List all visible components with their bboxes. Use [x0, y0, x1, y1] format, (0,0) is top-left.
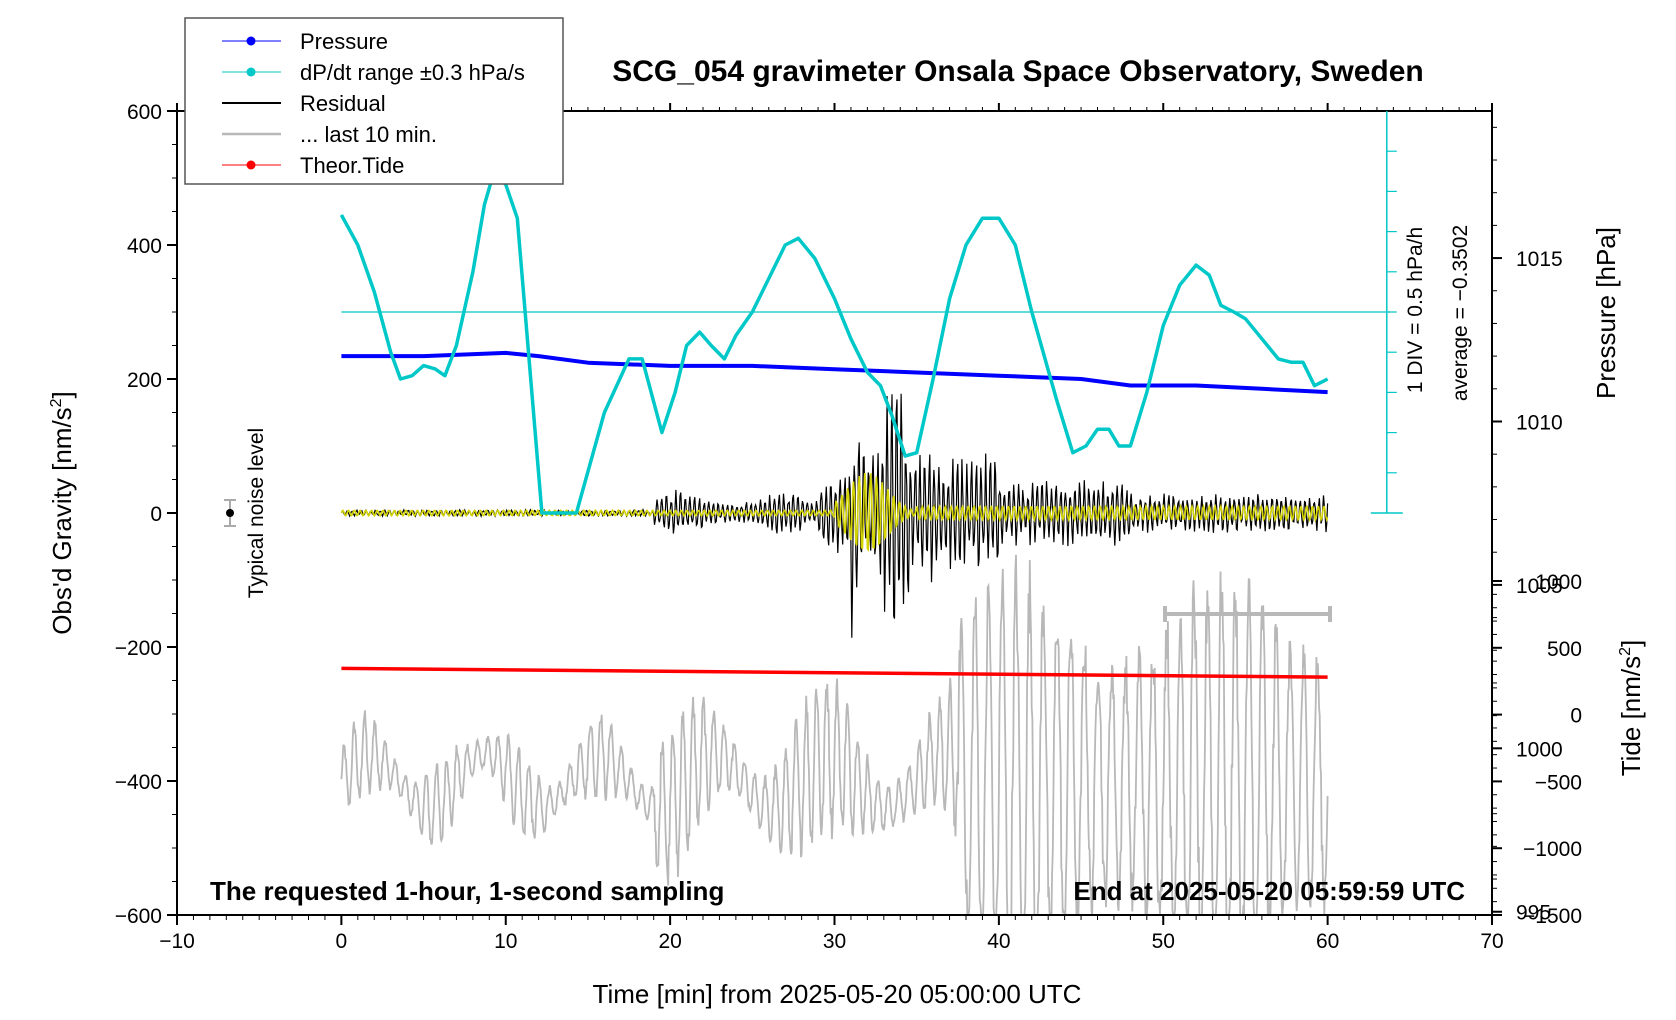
- x-tick-label: 30: [823, 930, 846, 953]
- y-tick-label: −600: [115, 905, 162, 928]
- y-tick-label: −400: [115, 771, 162, 794]
- x-tick-label: 0: [336, 930, 348, 953]
- legend: Pressure dP/dt range ±0.3 hPa/s Residual..…: [184, 17, 564, 185]
- pressure-tick-label: 1010: [1516, 411, 1563, 434]
- pressure-tick-label: 1005: [1516, 575, 1563, 598]
- annotation-end-time: End at 2025-05-20 05:59:59 UTC: [1073, 876, 1465, 906]
- tide-tick-label: 1000: [1535, 571, 1582, 594]
- y-tick-label: 0: [150, 503, 162, 526]
- y-tick-label: 600: [127, 101, 162, 124]
- tide-tick-label: −1000: [1523, 838, 1582, 861]
- legend-label: ... last 10 min.: [300, 122, 437, 147]
- dp-dt-range-0-3-hpa-s-series: [339, 169, 1329, 515]
- last-10-min-trace: [340, 554, 1329, 916]
- div-annotation: 1 DIV = 0.5 hPa/h: [1404, 227, 1427, 393]
- tide-tick-label: 500: [1547, 638, 1582, 661]
- chart-title: SCG_054 gravimeter Onsala Space Observat…: [612, 55, 1424, 88]
- series-layer: [339, 169, 1391, 916]
- last-10-min-bracket: [1163, 606, 1332, 622]
- x-tick-label: 70: [1480, 930, 1503, 953]
- pressure-tick-label: 1015: [1516, 248, 1563, 271]
- x-tick-label: −10: [159, 930, 195, 953]
- x-tick-label: 10: [494, 930, 517, 953]
- legend-marker: [246, 67, 256, 77]
- tide-tick-label: 0: [1570, 705, 1582, 728]
- x-axis-label: Time [min] from 2025-05-20 05:00:00 UTC: [593, 979, 1082, 1009]
- pressure-series: [341, 350, 1328, 395]
- y-tick-label: −200: [115, 637, 162, 660]
- annotation-sampling: The requested 1-hour, 1-second sampling: [210, 876, 724, 906]
- axis-layer: −10 0 10 20 30 40 50 60 70 600 400 200 0 −200 −400 −600…: [115, 101, 1582, 953]
- legend-label: Residual: [300, 91, 386, 116]
- filtered-residual-trace: [340, 473, 1329, 553]
- tide-tick-label: −1500: [1523, 905, 1582, 928]
- legend-marker: [246, 160, 256, 170]
- x-tick-label: 20: [658, 930, 681, 953]
- y-tick-label: 400: [127, 235, 162, 258]
- noise-level-indicator: [224, 499, 236, 527]
- x-tick-label: 40: [987, 930, 1010, 953]
- x-tick-label: 60: [1316, 930, 1339, 953]
- pressure-tick-label: 1000: [1516, 738, 1563, 761]
- legend-label: dP/dt range ±0.3 hPa/s: [300, 60, 525, 85]
- legend-label: Pressure: [300, 29, 388, 54]
- pressure-tick-label: 995: [1516, 902, 1551, 925]
- x-tick-label: 50: [1152, 930, 1175, 953]
- theor-tide-series: [341, 666, 1328, 679]
- tide-tick-label: −500: [1535, 771, 1582, 794]
- y-axis-label-pressure: Pressure [hPa]: [1591, 227, 1621, 399]
- dpdt-scale-bar: [1370, 111, 1403, 514]
- legend-marker: [246, 36, 256, 46]
- legend-label: Theor.Tide: [300, 153, 404, 178]
- average-annotation: average = −0.3502: [1449, 225, 1472, 401]
- y-axis-label-main: Obs'd Gravity [nm/s2]: [47, 391, 77, 635]
- y-axis-label-tide: Tide [nm/s2]: [1616, 640, 1646, 777]
- y-tick-label: 200: [127, 369, 162, 392]
- noise-level-label: Typical noise level: [245, 428, 268, 598]
